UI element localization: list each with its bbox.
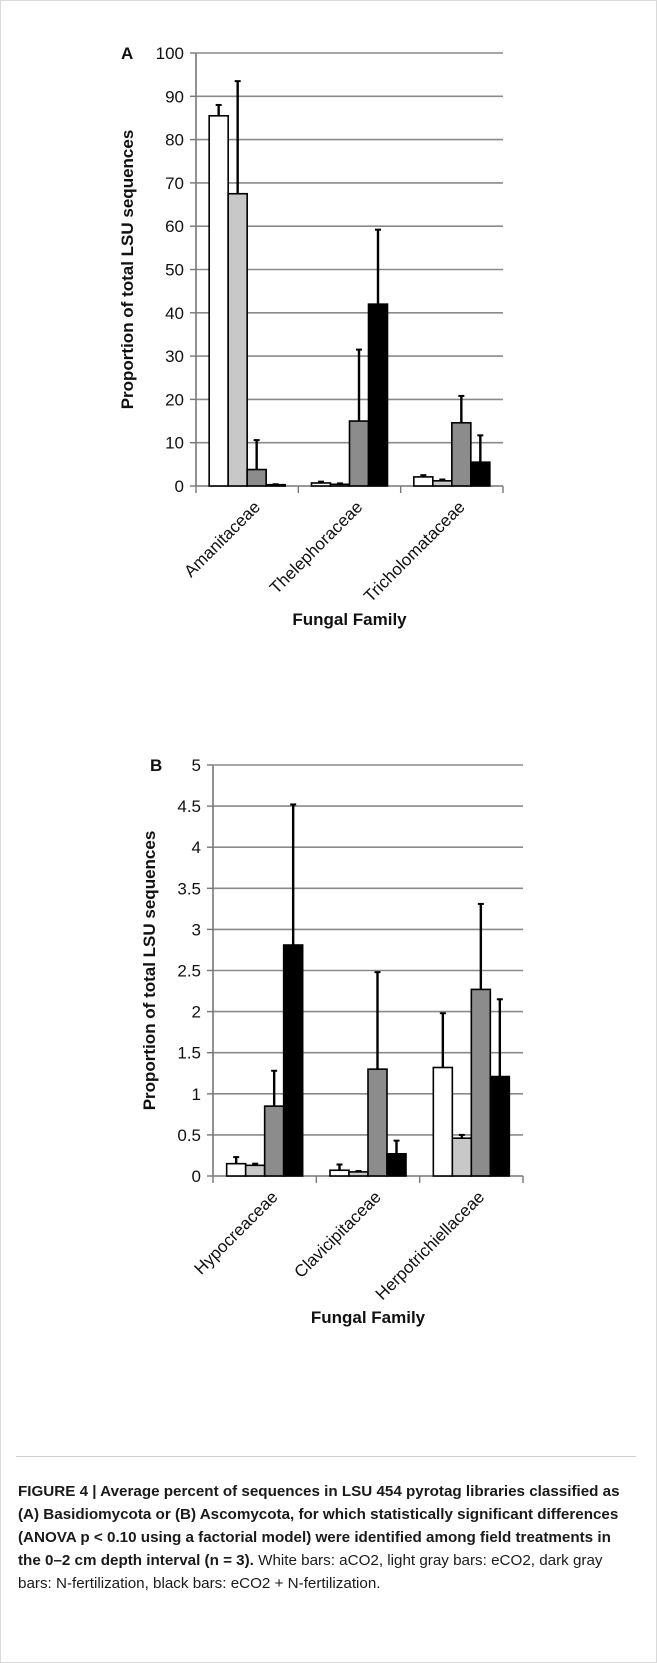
bar <box>451 421 472 487</box>
y-tick-label: 2 <box>192 1003 201 1022</box>
y-tick-label: 20 <box>165 390 184 409</box>
chart-a: 0 10 20 30 40 50 60 70 80 90 100 Amanitaceae Theleph… <box>118 44 504 629</box>
y-tick-label: 1.5 <box>177 1044 201 1063</box>
y-tick-label: 70 <box>165 174 184 193</box>
y-tick-label: 80 <box>165 131 184 150</box>
y-tick-label: 1 <box>192 1085 201 1104</box>
panel-letter: A <box>121 44 133 63</box>
x-category-label: Herpotrichiellaceae <box>372 1187 488 1303</box>
x-category-label: Clavicipitaceae <box>291 1187 385 1281</box>
bar <box>432 1066 454 1177</box>
bar <box>367 303 389 487</box>
x-category-label: Tricholomataceae <box>360 497 469 606</box>
bar <box>244 1164 266 1177</box>
bar <box>367 1068 388 1177</box>
bar <box>227 192 248 487</box>
caption-body: White bars: aCO2, light gray bars: eCO2,… <box>18 1552 603 1592</box>
x-category-label: Thelephoraceae <box>266 497 366 597</box>
x-category-label: Amanitaceae <box>180 497 264 581</box>
y-tick-label: 90 <box>165 87 184 106</box>
y-tick-label: 0 <box>192 1167 201 1186</box>
y-tick-label: 10 <box>165 434 184 453</box>
x-axis-label: Fungal Family <box>292 610 407 629</box>
bar <box>489 1075 511 1177</box>
y-tick-label: 2.5 <box>177 962 201 981</box>
bar <box>329 483 351 487</box>
y-tick-label: 60 <box>165 217 184 236</box>
bar <box>310 482 332 487</box>
bar <box>348 1171 369 1177</box>
bar <box>470 461 491 487</box>
y-tick-label: 0 <box>175 477 184 496</box>
bar <box>348 420 370 487</box>
bar <box>386 1153 407 1177</box>
y-tick-label: 4.5 <box>177 797 201 816</box>
chart-b: 0 0.5 1 1.5 2 2.5 3 3.5 4 4.5 5 Hypocreaceae Clavici… <box>140 756 524 1327</box>
x-axis-label: Fungal Family <box>311 1308 426 1327</box>
y-tick-label: 3 <box>192 920 201 939</box>
y-tick-label: 40 <box>165 304 184 323</box>
y-tick-label: 50 <box>165 261 184 280</box>
panel-letter: B <box>150 756 162 775</box>
y-tick-label: 5 <box>192 756 201 775</box>
caption-lead: FIGURE 4 | Average percent of sequences … <box>18 1483 620 1569</box>
bar <box>246 468 267 487</box>
y-tick-label: 100 <box>156 44 184 63</box>
bar <box>263 1105 285 1177</box>
bar <box>413 476 434 487</box>
bar <box>225 1162 247 1177</box>
y-tick-label: 3.5 <box>177 879 201 898</box>
bar <box>451 1137 473 1177</box>
y-tick-label: 4 <box>192 838 201 857</box>
bar <box>208 114 229 487</box>
bar <box>470 988 492 1177</box>
figure-caption: FIGURE 4 | Average percent of sequences … <box>18 1480 636 1595</box>
x-category-label: Hypocreaceae <box>191 1187 282 1278</box>
y-tick-label: 30 <box>165 347 184 366</box>
y-tick-label: 0.5 <box>177 1126 201 1145</box>
y-axis-label: Proportion of total LSU sequences <box>118 130 137 410</box>
bar <box>282 944 304 1177</box>
y-axis-label: Proportion of total LSU sequences <box>140 831 159 1111</box>
bar <box>329 1169 350 1177</box>
caption-rule <box>16 1456 636 1457</box>
bar <box>432 480 453 487</box>
